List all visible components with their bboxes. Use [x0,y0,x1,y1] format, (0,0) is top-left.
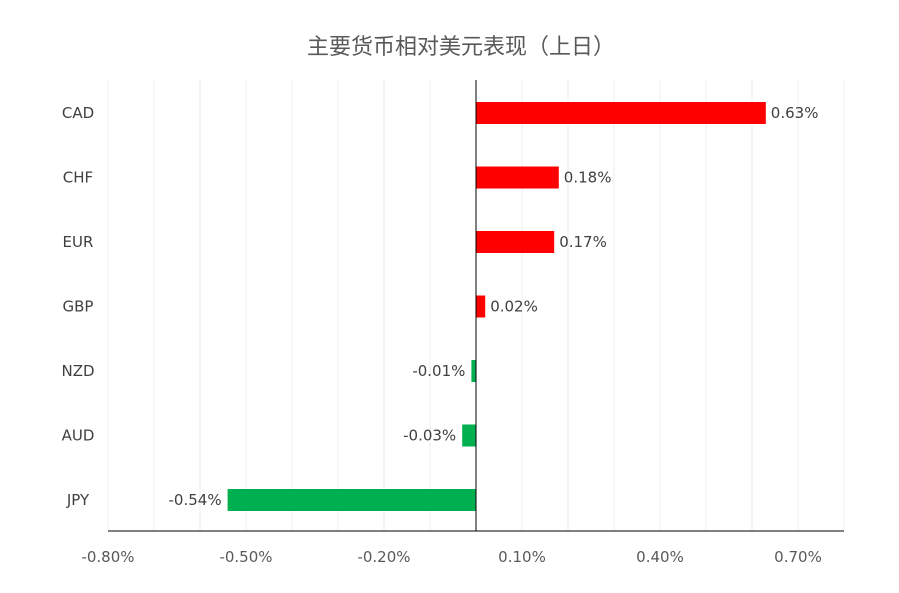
x-tick-label: 0.10% [498,548,546,566]
data-label: 0.63% [771,104,819,122]
bar-cad [476,102,766,124]
category-label: AUD [62,427,95,445]
axes: -0.80% -0.50% -0.20% 0.10% 0.40% 0.70% [81,80,844,566]
data-label: 0.02% [490,298,538,316]
category-label: EUR [63,233,94,251]
x-tick-label: -0.80% [81,548,134,566]
x-tick-label: 0.70% [774,548,822,566]
x-tick-label: 0.40% [636,548,684,566]
labels: CAD 0.63% CHF 0.18% EUR 0.17% GBP 0.02% NZD -0.01… [61,104,818,509]
category-label: NZD [61,362,94,380]
data-label: 0.18% [564,169,612,187]
x-tick-label: -0.20% [357,548,410,566]
category-label: GBP [63,298,94,316]
bar-jpy [227,489,476,511]
gridlines [107,80,845,531]
x-tick-label: -0.50% [219,548,272,566]
data-label: 0.17% [559,233,607,251]
bar-eur [476,231,555,253]
bar-chf [476,166,559,189]
chart-title: 主要货币相对美元表现（上日） [307,35,615,60]
data-label: -0.01% [412,362,465,380]
category-label: CAD [62,104,94,122]
category-label: CHF [63,169,93,187]
data-label: -0.54% [169,491,222,509]
bar-gbp [476,295,486,318]
bars [227,102,766,511]
bar-nzd [471,360,476,382]
data-label: -0.03% [403,427,456,445]
bar-aud [462,424,476,447]
category-label: JPY [66,491,90,509]
